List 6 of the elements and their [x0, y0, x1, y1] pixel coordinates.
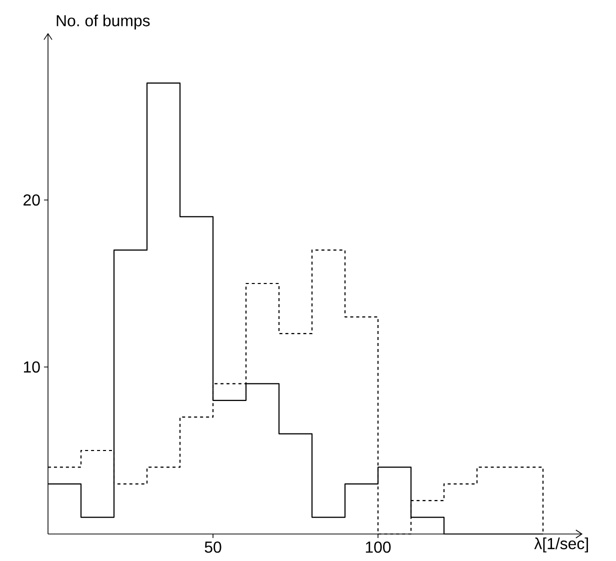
x-tick-label: 100 — [366, 542, 391, 553]
x-tick-label: 50 — [204, 542, 222, 553]
y-tick-label: 10 — [24, 361, 40, 373]
y-tick-label: 20 — [24, 194, 40, 206]
x-axis-title: λ[1/sec] — [534, 538, 588, 552]
y-axis-title: No. of bumps — [56, 14, 150, 30]
